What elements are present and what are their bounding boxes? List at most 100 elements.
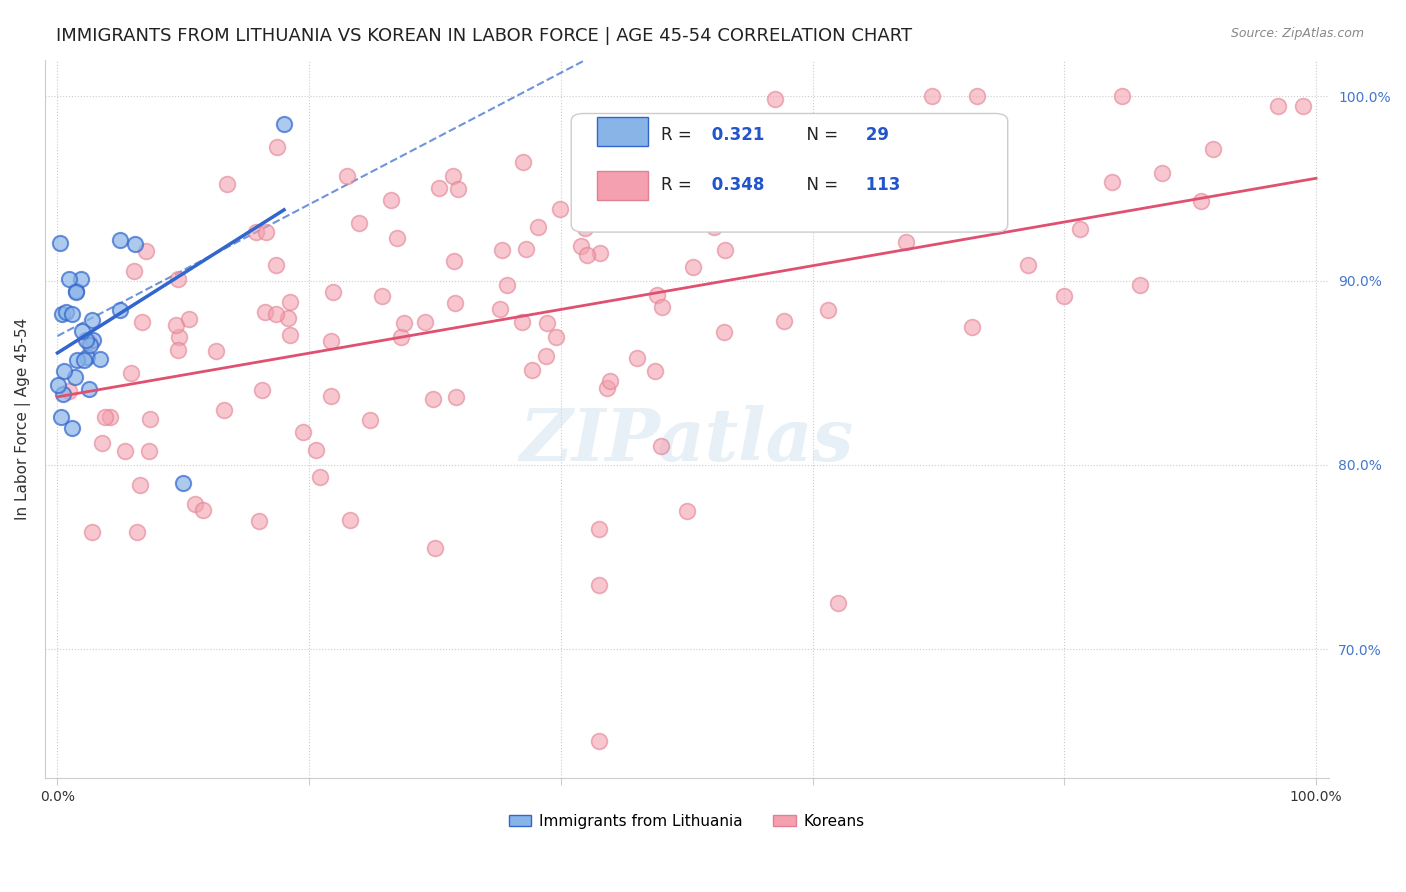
Immigrants from Lithuania (82, 334, 104, 348)
Koreans (114, 443, 136, 458)
Koreans (588, 523, 610, 537)
Koreans (193, 503, 215, 517)
Immigrants from Lithuania (76, 350, 98, 364)
Bar (598, 117, 648, 145)
Koreans (165, 318, 187, 333)
Koreans (177, 311, 200, 326)
Immigrants from Lithuania (60, 421, 83, 435)
Immigrants from Lithuania (65, 285, 87, 299)
Koreans (422, 392, 444, 407)
Koreans (387, 231, 409, 245)
Koreans (650, 439, 672, 453)
Koreans (589, 245, 612, 260)
Koreans (546, 330, 568, 344)
Koreans (827, 152, 849, 166)
Immigrants from Lithuania (73, 352, 96, 367)
Koreans (626, 351, 648, 366)
Koreans (512, 155, 534, 169)
Koreans (645, 287, 668, 301)
Immigrants from Lithuania (79, 337, 101, 351)
Koreans (444, 390, 467, 404)
Y-axis label: In Labor Force | Age 45-54: In Labor Force | Age 45-54 (15, 318, 31, 520)
Koreans (98, 410, 121, 425)
Koreans (427, 181, 450, 195)
Koreans (371, 289, 394, 303)
Koreans (894, 235, 917, 250)
Text: IMMIGRANTS FROM LITHUANIA VS KOREAN IN LABOR FORCE | AGE 45-54 CORRELATION CHART: IMMIGRANTS FROM LITHUANIA VS KOREAN IN L… (56, 27, 912, 45)
Koreans (280, 328, 302, 343)
Koreans (644, 364, 666, 378)
Immigrants from Lithuania (51, 410, 73, 425)
Koreans (1292, 98, 1315, 112)
Koreans (319, 389, 342, 403)
Koreans (534, 349, 557, 363)
Koreans (167, 272, 190, 286)
Text: Source: ZipAtlas.com: Source: ZipAtlas.com (1230, 27, 1364, 40)
Koreans (588, 578, 610, 592)
Koreans (882, 204, 904, 219)
Text: 0.348: 0.348 (706, 177, 765, 194)
Koreans (491, 243, 513, 257)
Koreans (212, 403, 235, 417)
Koreans (1069, 222, 1091, 236)
Koreans (1129, 277, 1152, 292)
Immigrants from Lithuania (66, 352, 89, 367)
Koreans (347, 216, 370, 230)
FancyBboxPatch shape (571, 113, 1008, 232)
Koreans (1150, 166, 1173, 180)
Koreans (1202, 143, 1225, 157)
Koreans (266, 140, 288, 154)
Immigrants from Lithuania (75, 333, 97, 347)
Immigrants from Lithuania (82, 313, 104, 327)
Koreans (277, 310, 299, 325)
Koreans (1189, 194, 1212, 208)
Koreans (82, 524, 104, 539)
Koreans (703, 220, 725, 235)
Koreans (245, 225, 267, 239)
Koreans (322, 285, 344, 300)
Koreans (1267, 98, 1289, 112)
Koreans (827, 596, 849, 610)
Koreans (960, 320, 983, 334)
Koreans (319, 334, 342, 348)
Koreans (91, 436, 114, 450)
Koreans (215, 177, 238, 191)
Immigrants from Lithuania (46, 378, 69, 392)
Koreans (166, 343, 188, 358)
Koreans (773, 313, 796, 327)
Koreans (250, 383, 273, 397)
Koreans (122, 264, 145, 278)
Text: R =: R = (661, 177, 697, 194)
Koreans (413, 315, 436, 329)
Koreans (394, 317, 416, 331)
Immigrants from Lithuania (70, 272, 93, 286)
Koreans (247, 514, 270, 528)
Immigrants from Lithuania (52, 387, 75, 401)
Koreans (339, 513, 361, 527)
Koreans (548, 202, 571, 217)
Koreans (714, 244, 737, 258)
Koreans (651, 300, 673, 314)
Koreans (266, 307, 288, 321)
Koreans (441, 169, 464, 183)
Immigrants from Lithuania (110, 233, 132, 247)
Koreans (120, 366, 142, 380)
Koreans (280, 294, 302, 309)
Legend: Immigrants from Lithuania, Koreans: Immigrants from Lithuania, Koreans (502, 808, 872, 835)
Koreans (205, 343, 228, 358)
Koreans (138, 411, 160, 425)
Koreans (574, 220, 596, 235)
Koreans (423, 541, 446, 555)
Bar (598, 171, 648, 200)
Text: R =: R = (661, 126, 697, 144)
Koreans (305, 442, 328, 457)
Text: N =: N = (796, 126, 844, 144)
Immigrants from Lithuania (51, 307, 73, 321)
Text: ZIPatlas: ZIPatlas (520, 405, 853, 476)
Koreans (522, 362, 544, 376)
Koreans (125, 524, 148, 539)
Koreans (588, 734, 610, 748)
Immigrants from Lithuania (52, 364, 75, 378)
Immigrants from Lithuania (89, 352, 111, 367)
Immigrants from Lithuania (63, 369, 86, 384)
